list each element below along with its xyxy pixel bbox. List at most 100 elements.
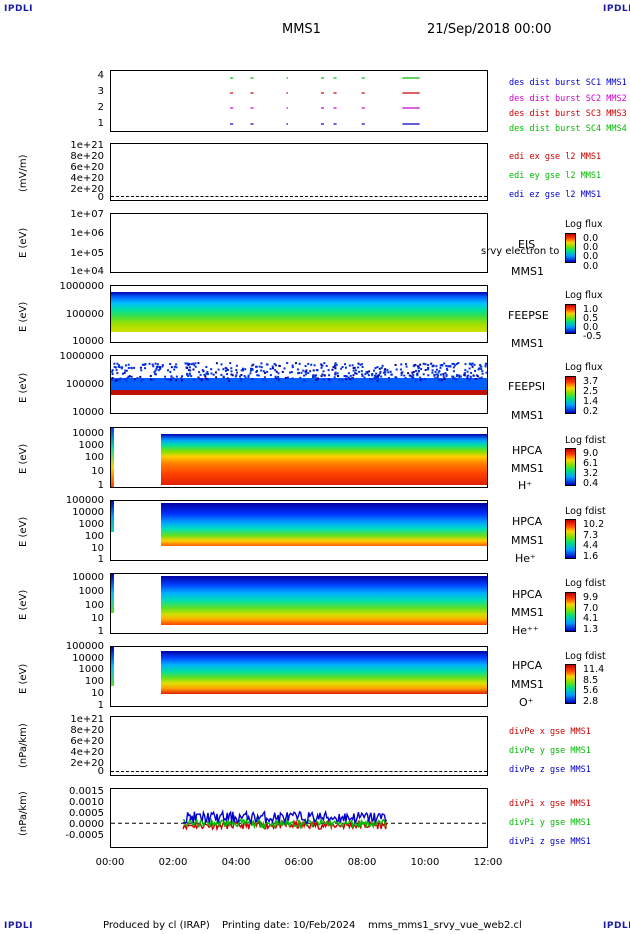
eis-instrument-label: EIS bbox=[518, 238, 536, 251]
feepsi-pixel bbox=[424, 377, 427, 380]
feepsi-pixel bbox=[367, 374, 370, 377]
divpe-ytick: 6e+20 bbox=[70, 736, 104, 747]
divpi-ytick: 0.0000 bbox=[69, 819, 104, 830]
feepsi-pixel bbox=[142, 363, 145, 366]
feepsi-pixel bbox=[224, 370, 227, 372]
feepsi-pixel bbox=[140, 369, 143, 372]
feepsi-pixel bbox=[312, 374, 315, 377]
feepsi-pixel bbox=[141, 378, 144, 381]
feepsi-pixel bbox=[229, 362, 232, 365]
feepsi-pixel bbox=[167, 369, 169, 372]
feepsi-pixel bbox=[315, 379, 318, 381]
feepsi-pixel bbox=[121, 366, 124, 369]
feepsi-pixel bbox=[331, 368, 334, 371]
feepsi-pixel bbox=[447, 365, 450, 368]
feepsi-pixel bbox=[235, 364, 238, 367]
feepsi-pixel bbox=[124, 364, 127, 367]
feepsi-pixel bbox=[424, 363, 427, 366]
feepsi-pixel bbox=[468, 367, 471, 370]
hpca-he2-spacecraft-label: MMS1 bbox=[511, 606, 544, 619]
feepsi-pixel bbox=[437, 371, 440, 374]
eis-cbar-value: 0.0 bbox=[583, 242, 599, 253]
hpca-o-instrument-label: HPCA bbox=[512, 659, 543, 672]
feepsi-pixel bbox=[212, 373, 215, 376]
eis-overlay-label: srvy electron to bbox=[481, 246, 560, 257]
hpca-he2-cbar-value: 4.1 bbox=[583, 613, 599, 624]
feepsi-pixel bbox=[478, 377, 481, 380]
feepsi-pixel bbox=[187, 375, 190, 377]
hpca-o-ylabel: E (eV) bbox=[18, 663, 29, 694]
feepsi-pixel bbox=[173, 365, 176, 368]
feepsi-pixel bbox=[329, 379, 332, 382]
feepsi-pixel bbox=[187, 364, 190, 367]
divpi-ytick: 0.0010 bbox=[69, 797, 104, 808]
feepsi-pixel bbox=[125, 369, 128, 372]
feepsi-pixel bbox=[451, 362, 454, 365]
feepsi-pixel bbox=[323, 374, 326, 377]
hpca-o-spectrogram bbox=[161, 651, 487, 694]
feepsi-pixel bbox=[380, 375, 383, 378]
feepse-cbar-value: 0.0 bbox=[583, 322, 599, 333]
feepsi-pixel bbox=[464, 363, 467, 366]
feepsi-pixel bbox=[394, 364, 397, 366]
feepsi-pixel bbox=[230, 370, 233, 373]
feepsi-pixel bbox=[435, 368, 438, 371]
feepsi-pixel bbox=[480, 365, 483, 368]
feepsi-pixel bbox=[149, 375, 152, 377]
feepsi-pixel bbox=[240, 369, 243, 372]
divpe-ytick: 1e+21 bbox=[70, 714, 104, 725]
feepsi-pixel bbox=[111, 377, 114, 379]
feepsi-pixel bbox=[127, 363, 130, 366]
divpi-ytick: -0.0005 bbox=[65, 830, 104, 841]
feepsi-pixel bbox=[297, 371, 300, 374]
feepsi-pixel bbox=[371, 374, 374, 377]
feepsi-pixel bbox=[244, 376, 247, 379]
divpe-ytick: 8e+20 bbox=[70, 725, 104, 736]
feepsi-pixel bbox=[302, 369, 305, 372]
feepsi-pixel bbox=[315, 374, 318, 377]
feepsi-pixel bbox=[430, 362, 433, 365]
divpe-legend-z: divPe z gse MMS1 bbox=[509, 765, 591, 775]
x-tick-label: 08:00 bbox=[347, 857, 377, 868]
corner-label-tr: IPDLI bbox=[603, 4, 630, 14]
feepsi-pixel bbox=[359, 363, 362, 366]
feepsi-cbar-title: Log flux bbox=[565, 362, 603, 373]
feepsi-pixel bbox=[351, 376, 354, 379]
feepsi-pixel bbox=[471, 362, 474, 365]
burst-legend-sc2: des dist burst SC2 MMS2 bbox=[509, 94, 627, 104]
feepsi-pixel bbox=[463, 372, 466, 375]
feepsi-pixel bbox=[473, 363, 476, 366]
hpca-o-ytick: 100000 bbox=[65, 641, 104, 652]
feepsi-pixel bbox=[226, 373, 229, 376]
feepsi-pixel bbox=[190, 375, 193, 378]
feepsi-pixel bbox=[334, 373, 337, 376]
divpe-panel bbox=[110, 716, 488, 776]
feepse-instrument-label: FEEPSE bbox=[508, 309, 549, 322]
divpe-ytick: 2e+20 bbox=[70, 758, 104, 769]
hpca-he2-ytick: 10000 bbox=[72, 572, 104, 583]
feepsi-band bbox=[111, 390, 487, 395]
feepse-ylabel: E (eV) bbox=[18, 301, 29, 332]
feepsi-pixel bbox=[170, 375, 173, 378]
feepsi-pixel bbox=[452, 377, 455, 380]
feepsi-pixel bbox=[186, 367, 189, 369]
feepsi-pixel bbox=[277, 375, 280, 378]
feepsi-pixel bbox=[260, 366, 263, 369]
feepsi-pixel bbox=[404, 377, 407, 380]
feepsi-pixel bbox=[194, 362, 197, 365]
feepsi-pixel bbox=[414, 369, 417, 372]
feepsi-pixel bbox=[374, 377, 377, 380]
feepsi-ylabel: E (eV) bbox=[18, 372, 29, 403]
feepsi-pixel bbox=[455, 378, 458, 381]
feepsi-panel bbox=[110, 355, 488, 414]
feepsi-pixel bbox=[189, 369, 192, 372]
hpca-h-cbar-value: 9.0 bbox=[583, 448, 599, 459]
feepsi-pixel bbox=[434, 370, 437, 373]
feepsi-pixel bbox=[186, 362, 189, 365]
feepsi-pixel bbox=[240, 379, 243, 382]
feepsi-pixel bbox=[273, 362, 276, 365]
feepsi-pixel bbox=[471, 365, 474, 368]
feepsi-pixel bbox=[172, 377, 175, 380]
feepsi-pixel bbox=[303, 374, 306, 377]
hpca-he-cbar-value: 10.2 bbox=[583, 519, 605, 530]
